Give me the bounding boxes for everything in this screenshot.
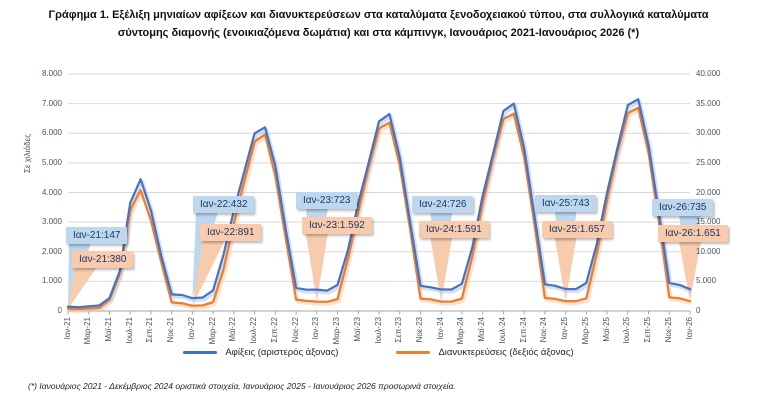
chart-legend: Αφίξεις (αριστερός άξονας) Διανυκτερεύσε… bbox=[0, 347, 757, 358]
x-axis-tick-label: Μαϊ-23 bbox=[352, 317, 362, 342]
left-axis-tick-label: 3.000 bbox=[41, 217, 62, 227]
x-axis-tick-label: Ιουλ-22 bbox=[249, 317, 259, 344]
x-axis-tick-label: Μαρ-21 bbox=[83, 317, 93, 345]
left-axis-tick-label: 5.000 bbox=[41, 157, 62, 167]
left-axis-tick-label: 2.000 bbox=[41, 246, 62, 256]
x-axis-tick-label: Ιαν-22 bbox=[186, 317, 196, 340]
x-axis-tick-label: Ιουλ-24 bbox=[497, 317, 507, 344]
callout-pointer bbox=[305, 233, 328, 302]
x-axis-tick-label: Ιουλ-23 bbox=[373, 317, 383, 344]
x-axis-tick-label: Σεπ-21 bbox=[145, 317, 155, 343]
right-axis-tick-label: 10.000 bbox=[696, 246, 721, 256]
annotation-callout-arrivals: Ιαν-22:432 bbox=[193, 196, 255, 213]
x-axis-tick-label: Ιουλ-21 bbox=[124, 317, 134, 344]
x-axis-tick-label: Νοε-24 bbox=[539, 317, 549, 343]
x-axis-tick-label: Μαϊ-22 bbox=[228, 317, 238, 342]
annotation-callout-nights: Ιαν-24:1.591 bbox=[419, 221, 489, 238]
x-axis-tick-label: Ιαν-26 bbox=[684, 317, 694, 340]
annotation-callout-nights: Ιαν-23:1.592 bbox=[302, 217, 372, 234]
nights-line-swatch bbox=[396, 351, 431, 354]
x-axis-tick-label: Μαϊ-21 bbox=[103, 317, 113, 342]
callout-pointer bbox=[679, 241, 701, 302]
footnote: (*) Ιανουάριος 2021 - Δεκέμβριος 2024 ορ… bbox=[28, 381, 456, 391]
x-axis-tick-label: Σεπ-24 bbox=[518, 317, 528, 343]
x-axis-tick-label: Σεπ-22 bbox=[269, 317, 279, 343]
right-axis-tick-label: 5.000 bbox=[696, 276, 717, 286]
left-axis-tick-label: 8.000 bbox=[41, 69, 62, 78]
x-axis-tick-label: Ιαν-23 bbox=[311, 317, 321, 340]
legend-label-arrivals: Αφίξεις (αριστερός άξονας) bbox=[225, 347, 339, 358]
annotation-callout-nights: Ιαν-21:380 bbox=[72, 251, 134, 268]
right-axis-tick-label: 25.000 bbox=[696, 157, 721, 167]
x-axis-tick-label: Ιουλ-25 bbox=[622, 317, 632, 344]
x-axis-tick-label: Νοε-22 bbox=[290, 317, 300, 343]
x-axis-tick-label: Μαρ-24 bbox=[456, 317, 466, 345]
callout-pointer bbox=[192, 240, 225, 306]
x-axis-tick-label: Μαρ-23 bbox=[332, 317, 342, 345]
chart-title: Γράφημα 1. Εξέλιξη μηνιαίων αφίξεων και … bbox=[48, 9, 709, 39]
arrivals-line-swatch bbox=[183, 351, 218, 354]
x-axis-tick-label: Ιαν-21 bbox=[62, 317, 72, 340]
right-axis-tick-label: 40.000 bbox=[696, 69, 721, 78]
arrivals-series-line bbox=[66, 98, 692, 309]
left-axis-tick-label: 6.000 bbox=[41, 128, 62, 138]
annotation-callout-arrivals: Ιαν-24:726 bbox=[412, 196, 474, 213]
right-axis-tick-label: 0 bbox=[696, 306, 701, 315]
annotation-callout-nights: Ιαν-26:1.651 bbox=[658, 225, 728, 242]
x-axis-tick-label: Μαρ-25 bbox=[580, 317, 590, 345]
arrivals-line-shadow bbox=[69, 99, 693, 312]
x-axis-tick-label: Σεπ-25 bbox=[643, 317, 653, 343]
x-axis-tick-label: Μαρ-22 bbox=[207, 317, 217, 345]
right-axis-tick-label: 20.000 bbox=[696, 187, 721, 197]
left-axis-tick-label: 4.000 bbox=[41, 187, 62, 197]
annotation-callout-arrivals: Ιαν-23:723 bbox=[296, 192, 358, 209]
callout-pointer bbox=[554, 237, 577, 302]
left-axis-tick-label: 0 bbox=[57, 306, 62, 315]
x-axis-tick-label: Νοε-23 bbox=[414, 317, 424, 343]
annotation-callout-arrivals: Ιαν-21:147 bbox=[66, 227, 128, 244]
x-axis-tick-label: Μαϊ-24 bbox=[477, 317, 487, 342]
right-axis-tick-label: 30.000 bbox=[696, 128, 721, 138]
callout-pointer bbox=[430, 237, 453, 302]
x-axis-tick-label: Ιαν-24 bbox=[435, 317, 445, 340]
x-axis-tick-label: Μαϊ-25 bbox=[601, 317, 611, 342]
legend-label-nights: Διανυκτερεύσεις (δεξιός άξονας) bbox=[438, 347, 574, 358]
x-axis-tick-label: Νοε-25 bbox=[663, 317, 673, 343]
x-axis-tick-label: Νοε-21 bbox=[166, 317, 176, 343]
right-axis-tick-label: 15.000 bbox=[696, 217, 721, 227]
legend-item-arrivals: Αφίξεις (αριστερός άξονας) bbox=[183, 347, 338, 358]
left-axis-tick-label: 7.000 bbox=[41, 98, 62, 108]
series-lines bbox=[66, 98, 692, 311]
x-axis-tick-label: Σεπ-23 bbox=[394, 317, 404, 343]
left-axis-tick-label: 1.000 bbox=[41, 276, 62, 286]
callout-pointer bbox=[68, 267, 97, 309]
annotation-callout-nights: Ιαν-22:891 bbox=[200, 224, 262, 241]
line-shadows bbox=[69, 99, 693, 314]
legend-item-nights: Διανυκτερεύσεις (δεξιός άξονας) bbox=[396, 347, 574, 358]
x-axis-tick-label: Ιαν-25 bbox=[560, 317, 570, 340]
nights-series-line bbox=[66, 106, 692, 311]
annotation-callout-arrivals: Ιαν-25:743 bbox=[535, 195, 597, 212]
annotation-callout-nights: Ιαν-25:1.657 bbox=[542, 221, 612, 238]
gridlines bbox=[67, 73, 691, 315]
annotation-callout-arrivals: Ιαν-26:735 bbox=[652, 199, 714, 216]
right-axis-tick-label: 35.000 bbox=[696, 98, 721, 108]
